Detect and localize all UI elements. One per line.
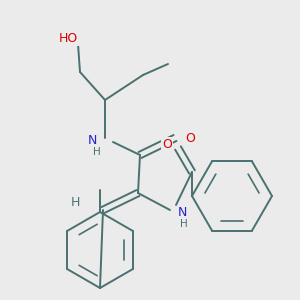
Text: O: O	[185, 131, 195, 145]
Text: N: N	[88, 134, 97, 146]
Text: N: N	[178, 206, 188, 218]
Text: H: H	[93, 147, 101, 157]
Text: H: H	[180, 219, 188, 229]
Text: HO: HO	[58, 32, 78, 44]
Text: H: H	[70, 196, 80, 208]
Text: O: O	[162, 137, 172, 151]
